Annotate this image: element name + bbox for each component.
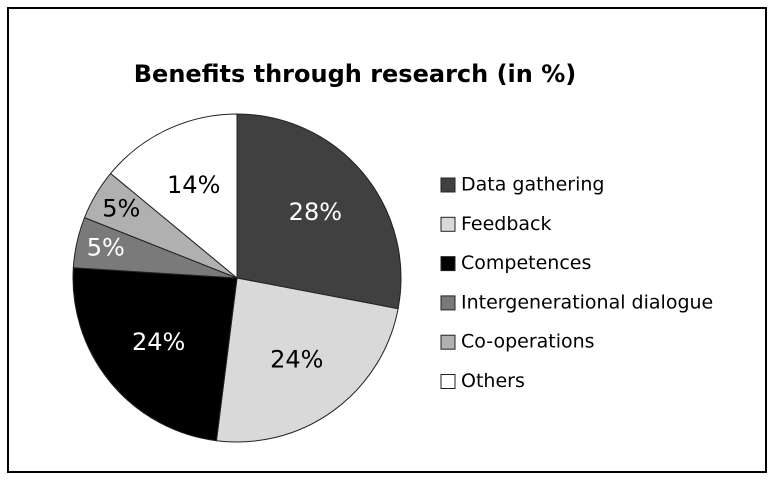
pie-slice bbox=[109, 113, 238, 280]
chart-title: Benefits through research (in %) bbox=[134, 60, 576, 88]
slice-label: 5% bbox=[102, 195, 140, 223]
pie-slice bbox=[72, 267, 238, 442]
legend-swatch bbox=[440, 334, 456, 350]
legend-swatch bbox=[440, 177, 456, 193]
slice-label: 24% bbox=[132, 328, 185, 356]
legend-swatch bbox=[440, 216, 456, 232]
legend-label: Data gathering bbox=[461, 174, 604, 196]
legend-label: Competences bbox=[461, 252, 591, 274]
slice-label: 28% bbox=[289, 198, 342, 226]
pie-slice bbox=[215, 277, 399, 443]
slice-label: 24% bbox=[270, 345, 323, 373]
slice-label: 5% bbox=[87, 234, 125, 262]
legend-label: Others bbox=[461, 370, 525, 392]
slice-label: 14% bbox=[167, 171, 220, 199]
legend-swatch bbox=[440, 256, 456, 272]
legend-swatch bbox=[440, 374, 456, 389]
legend-swatch bbox=[440, 295, 456, 311]
pie-slice bbox=[236, 113, 402, 310]
legend-label: Intergenerational dialogue bbox=[461, 291, 713, 313]
legend-label: Co-operations bbox=[461, 331, 595, 353]
legend-label: Feedback bbox=[461, 213, 551, 235]
